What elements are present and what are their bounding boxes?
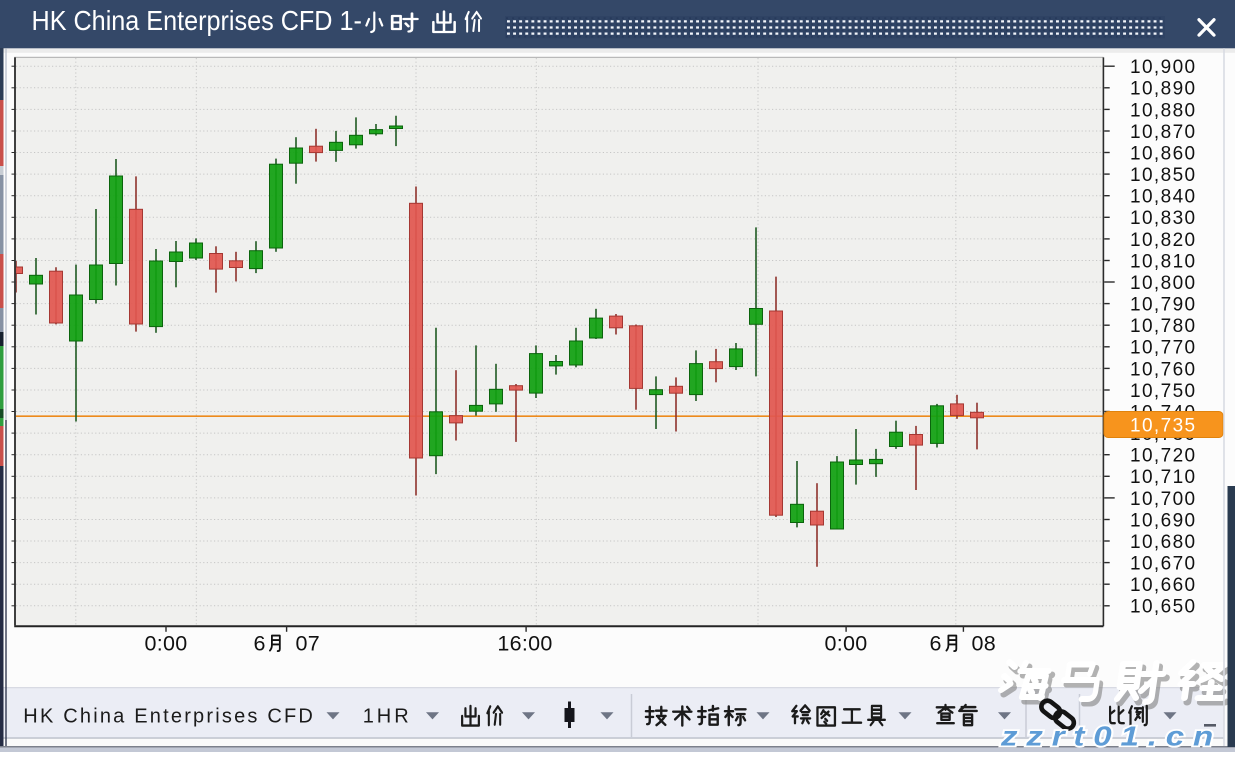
svg-text:0:00: 0:00 xyxy=(144,632,187,656)
svg-text:10,680: 10,680 xyxy=(1130,532,1197,553)
svg-text:10,880: 10,880 xyxy=(1130,100,1197,121)
svg-text:10,660: 10,660 xyxy=(1130,575,1197,596)
svg-text:0:00: 0:00 xyxy=(824,632,867,656)
svg-text:10,860: 10,860 xyxy=(1130,143,1197,164)
svg-text:10,750: 10,750 xyxy=(1130,381,1197,402)
svg-text:6: 6 xyxy=(254,632,266,656)
svg-text:16:00: 16:00 xyxy=(497,632,552,656)
svg-text:HK China Enterprises CFD 1-: HK China Enterprises CFD 1- xyxy=(32,5,362,37)
svg-text:10,735: 10,735 xyxy=(1130,416,1197,437)
svg-text:6: 6 xyxy=(930,632,942,656)
svg-text:10,800: 10,800 xyxy=(1130,273,1197,294)
svg-text:10,820: 10,820 xyxy=(1130,230,1197,251)
svg-text:10,830: 10,830 xyxy=(1130,208,1197,229)
svg-text:10,710: 10,710 xyxy=(1130,467,1197,488)
svg-text:10,650: 10,650 xyxy=(1130,597,1197,618)
svg-text:10,690: 10,690 xyxy=(1130,510,1197,531)
svg-text:10,770: 10,770 xyxy=(1130,338,1197,359)
svg-text:zzrt01.cn: zzrt01.cn xyxy=(1000,721,1222,752)
svg-text:HK China Enterprises CFD: HK China Enterprises CFD xyxy=(23,706,315,728)
svg-text:10,890: 10,890 xyxy=(1130,79,1197,100)
svg-text:10,900: 10,900 xyxy=(1130,57,1197,78)
svg-text:10,850: 10,850 xyxy=(1130,165,1197,186)
svg-text:10,780: 10,780 xyxy=(1130,316,1197,337)
svg-text:10,720: 10,720 xyxy=(1130,446,1197,467)
svg-text:10,810: 10,810 xyxy=(1130,251,1197,272)
svg-text:07: 07 xyxy=(296,632,321,656)
svg-text:08: 08 xyxy=(972,632,997,656)
svg-text:10,700: 10,700 xyxy=(1130,489,1197,510)
svg-text:10,840: 10,840 xyxy=(1130,187,1197,208)
svg-text:1HR: 1HR xyxy=(363,706,412,728)
svg-text:10,760: 10,760 xyxy=(1130,359,1197,380)
svg-text:10,790: 10,790 xyxy=(1130,295,1197,316)
svg-text:10,870: 10,870 xyxy=(1130,122,1197,143)
svg-text:10,670: 10,670 xyxy=(1130,554,1197,575)
